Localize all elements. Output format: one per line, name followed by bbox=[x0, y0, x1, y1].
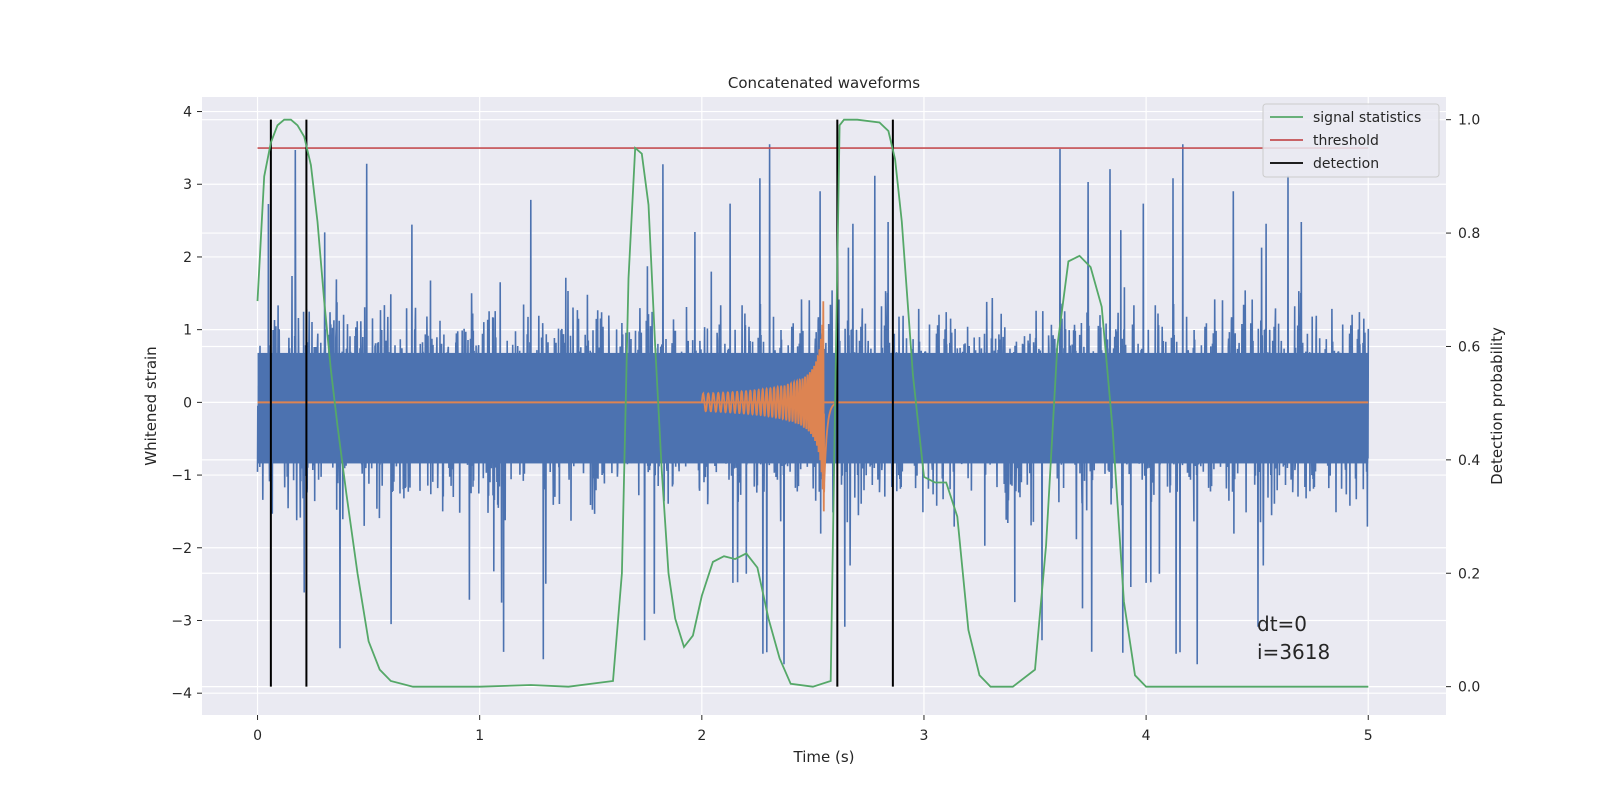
chirp-waveform-series bbox=[700, 301, 836, 512]
chart-title: Concatenated waveforms bbox=[728, 74, 920, 92]
legend-label-signal-statistics: signal statistics bbox=[1313, 110, 1421, 126]
left-y-tick-label: −1 bbox=[171, 468, 192, 484]
right-y-axis-label: Detection probability bbox=[1488, 327, 1506, 485]
x-tick-label: 3 bbox=[920, 728, 929, 744]
x-tick-label: 1 bbox=[475, 728, 484, 744]
legend: signal statistics threshold detection bbox=[1262, 103, 1440, 178]
x-tick-label: 5 bbox=[1364, 728, 1373, 744]
right-y-tick-label: 0.8 bbox=[1458, 226, 1480, 242]
legend-label-threshold: threshold bbox=[1313, 133, 1379, 149]
right-y-tick-label: 0.6 bbox=[1458, 339, 1480, 355]
right-y-tick-label: 0.4 bbox=[1458, 453, 1480, 469]
x-tick-label: 4 bbox=[1142, 728, 1151, 744]
left-y-tick-label: −2 bbox=[171, 541, 192, 557]
left-y-tick-label: 1 bbox=[183, 323, 192, 339]
left-y-tick-label: −4 bbox=[171, 686, 192, 702]
legend-label-detection: detection bbox=[1313, 156, 1379, 172]
x-axis-label: Time (s) bbox=[793, 748, 855, 766]
right-y-axis-ticks: 0.0 0.2 0.4 0.6 0.8 1.0 bbox=[1446, 113, 1480, 696]
annotation-index: i=3618 bbox=[1257, 640, 1330, 664]
x-tick-label: 0 bbox=[253, 728, 262, 744]
left-y-tick-label: 3 bbox=[183, 177, 192, 193]
signal-statistics-series bbox=[256, 118, 1369, 688]
left-y-tick-label: −3 bbox=[171, 613, 192, 629]
right-y-tick-label: 1.0 bbox=[1458, 113, 1480, 129]
left-y-tick-label: 4 bbox=[183, 105, 192, 121]
right-y-tick-label: 0.2 bbox=[1458, 566, 1480, 582]
left-y-axis-label: Whitened strain bbox=[142, 346, 160, 465]
x-axis-ticks: 0 1 2 3 4 5 bbox=[253, 715, 1373, 744]
x-tick-label: 2 bbox=[697, 728, 706, 744]
annotation-dt: dt=0 bbox=[1257, 612, 1307, 636]
left-y-axis-ticks: −4 −3 −2 −1 0 1 2 3 4 bbox=[171, 105, 202, 702]
left-y-tick-label: 2 bbox=[183, 250, 192, 266]
left-y-tick-label: 0 bbox=[183, 395, 192, 411]
right-y-tick-label: 0.0 bbox=[1458, 680, 1480, 696]
